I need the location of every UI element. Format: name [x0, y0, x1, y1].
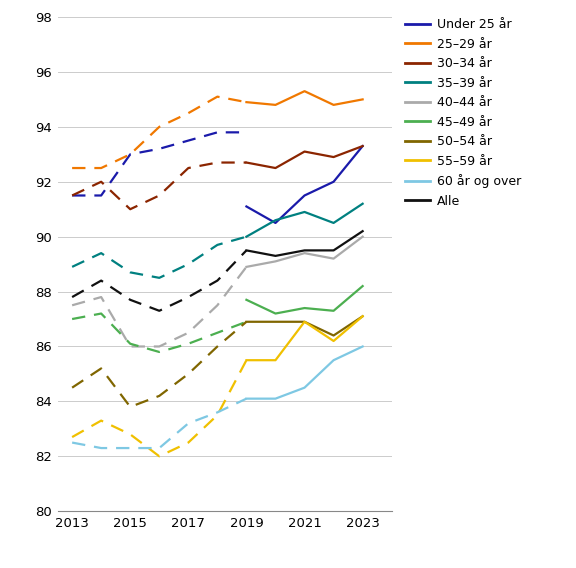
Legend: Under 25 år, 25–29 år, 30–34 år, 35–39 år, 40–44 år, 45–49 år, 50–54 år, 55–59 å: Under 25 år, 25–29 år, 30–34 år, 35–39 å…	[404, 18, 521, 208]
